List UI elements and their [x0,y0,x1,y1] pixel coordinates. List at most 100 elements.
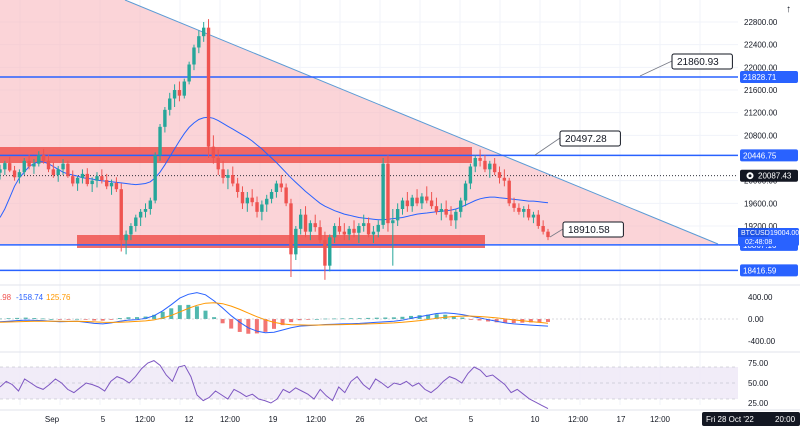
candle[interactable] [66,160,70,178]
candle[interactable] [332,223,337,243]
candle[interactable] [201,22,206,42]
candle[interactable] [153,152,157,204]
candle[interactable] [265,194,269,212]
candle[interactable] [85,168,89,187]
candle[interactable] [71,170,75,187]
candle[interactable] [395,203,400,226]
candle[interactable] [12,165,17,181]
candle[interactable] [17,169,22,184]
candle[interactable] [269,189,274,204]
candle[interactable] [104,173,109,190]
candle[interactable] [182,78,186,99]
candle[interactable] [250,189,254,207]
candle[interactable] [226,169,230,190]
candle[interactable] [459,197,463,218]
candle[interactable] [483,155,487,173]
candle[interactable] [492,158,497,175]
candle[interactable] [391,209,395,266]
candle[interactable] [405,192,410,212]
candle[interactable] [400,197,405,215]
candle[interactable] [362,214,366,232]
candle[interactable] [56,165,60,182]
candle[interactable] [546,228,550,241]
callout-21860-box[interactable] [671,53,733,70]
candle[interactable] [347,226,351,241]
candle[interactable] [298,209,303,235]
candle[interactable] [517,203,521,215]
descending-trend-line[interactable] [124,0,719,245]
candle[interactable] [444,200,448,218]
candle[interactable] [381,158,385,229]
candle[interactable] [216,149,220,176]
candle[interactable] [206,19,211,158]
candle[interactable] [284,183,288,207]
candle[interactable] [22,158,26,175]
candle[interactable] [303,206,308,238]
candle[interactable] [410,194,414,212]
candle[interactable] [294,226,298,260]
candle[interactable] [536,210,540,229]
candle[interactable] [240,186,245,209]
candle[interactable] [502,169,507,187]
candle[interactable] [434,197,439,215]
candle[interactable] [328,234,332,272]
candle[interactable] [3,160,7,175]
candle[interactable] [386,155,390,232]
candle[interactable] [376,220,380,238]
candle[interactable] [100,169,104,184]
candle[interactable] [211,135,216,164]
support-zone[interactable] [77,235,485,248]
candle[interactable] [478,149,482,167]
candle[interactable] [531,211,536,224]
candle[interactable] [124,230,128,255]
candle[interactable] [420,193,424,209]
candle[interactable] [512,197,516,212]
candle[interactable] [245,192,250,212]
candle[interactable] [46,155,51,173]
candle[interactable] [80,169,85,184]
candle[interactable] [163,107,167,133]
candle[interactable] [255,196,259,218]
candle[interactable] [468,163,473,190]
candle[interactable] [114,177,119,192]
candle[interactable] [352,220,356,238]
candle[interactable] [27,154,31,170]
candle[interactable] [197,30,201,54]
candle[interactable] [488,160,492,178]
candle[interactable] [95,172,99,188]
candle[interactable] [231,166,235,187]
candle[interactable] [541,220,545,235]
candle[interactable] [279,175,283,192]
candle[interactable] [318,220,322,243]
candle[interactable] [143,203,148,218]
candle[interactable] [473,155,477,173]
candle[interactable] [32,159,36,174]
candle[interactable] [415,189,419,207]
candle[interactable] [51,162,56,178]
candle[interactable] [260,200,264,221]
candle[interactable] [90,177,94,192]
candle[interactable] [497,166,502,184]
candle[interactable] [177,81,182,102]
candle[interactable] [522,206,526,218]
candle[interactable] [323,231,327,280]
candle[interactable] [109,179,114,195]
candle[interactable] [439,203,444,221]
candle[interactable] [454,209,458,229]
candle[interactable] [235,177,240,198]
candle[interactable] [119,183,123,252]
candle[interactable] [187,61,191,85]
candle[interactable] [463,180,468,207]
candle[interactable] [41,148,46,164]
candle[interactable] [0,164,2,180]
candle[interactable] [8,156,12,173]
candle[interactable] [425,186,429,204]
candle[interactable] [274,180,279,198]
candle[interactable] [507,177,511,207]
candle[interactable] [342,223,347,241]
candle[interactable] [366,217,371,238]
candle[interactable] [357,223,361,243]
candle[interactable] [289,198,293,277]
